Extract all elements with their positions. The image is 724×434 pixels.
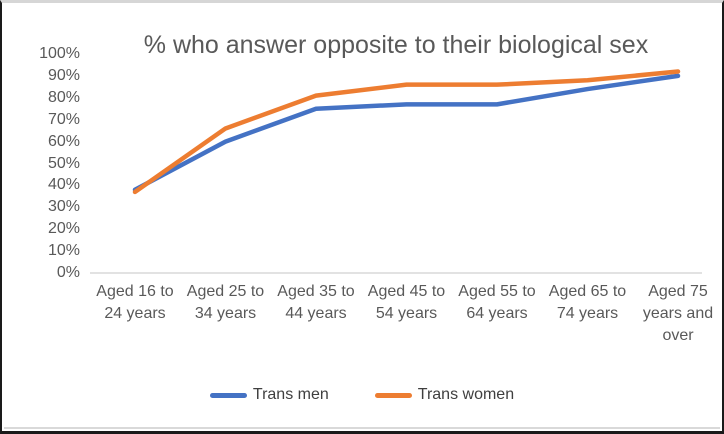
chart-area: % who answer opposite to their biologica… <box>2 3 722 431</box>
series-line <box>132 73 681 193</box>
legend-label: Trans men <box>252 386 329 403</box>
x-axis-label: Aged 45 to 54 years <box>367 283 446 322</box>
series-line <box>132 69 681 195</box>
y-tick-label: 100% <box>39 45 80 62</box>
x-axis-label: Aged 25 to 34 years <box>186 283 265 322</box>
legend: Trans men Trans women <box>2 385 722 405</box>
chart-border-bottom <box>4 427 720 429</box>
y-tick-label: 60% <box>47 132 80 150</box>
x-axis-label: Aged 16 to 24 years <box>96 283 174 322</box>
legend-line-swatch <box>209 392 247 398</box>
legend-label: Trans women <box>417 386 515 403</box>
y-tick-label: 50% <box>47 154 80 172</box>
y-tick-label: 0% <box>56 264 80 281</box>
y-axis-ticks: 0% 10% 20% 30% 40% 50% 60% 70% 80% 90% 100% <box>2 3 80 431</box>
plot-svg <box>90 69 702 274</box>
chart-title: % who answer opposite to their biologica… <box>143 31 649 59</box>
y-tick-label: 30% <box>47 198 80 216</box>
x-axis-label: Aged 55 to 64 years <box>458 283 536 322</box>
legend-item: Trans men <box>209 385 329 405</box>
x-axis-label: Aged 65 to 74 years <box>548 283 627 322</box>
y-tick-label: 90% <box>47 66 80 84</box>
y-tick-label: 70% <box>47 110 80 128</box>
x-axis-label: Aged 35 to 44 years <box>277 283 355 322</box>
y-tick-label: 10% <box>47 242 80 260</box>
legend-line-swatch <box>374 392 412 398</box>
y-tick-label: 20% <box>47 220 80 238</box>
legend-item: Trans women <box>374 385 515 405</box>
y-tick-label: 40% <box>47 176 80 194</box>
y-tick-label: 80% <box>47 88 80 106</box>
x-axis-label: Aged 75 years and over <box>642 283 714 344</box>
